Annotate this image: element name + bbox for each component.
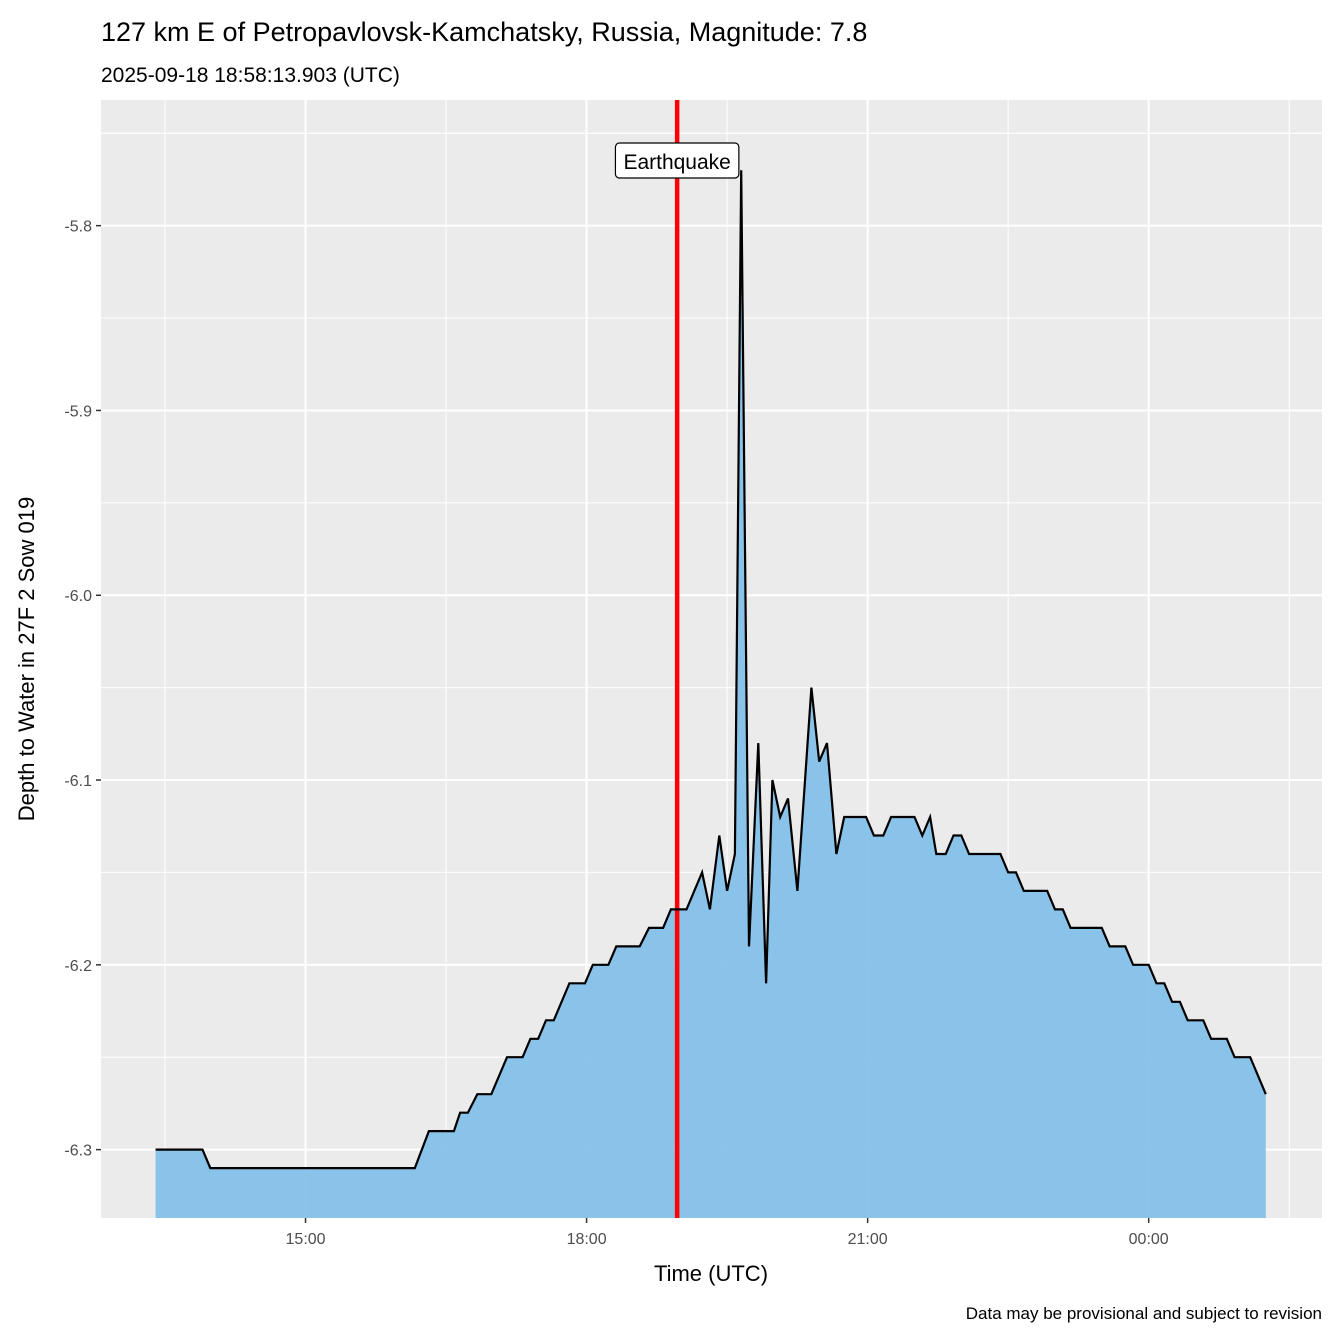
earthquake-label-box (614, 142, 740, 179)
caption: Data may be provisional and subject to r… (966, 1304, 1322, 1323)
series-line (155, 170, 1267, 1170)
y-tick-label: -6.0 (64, 588, 92, 605)
y-tick-label: -6.1 (64, 773, 92, 790)
y-tick-label: -6.3 (64, 1143, 92, 1160)
y-tick-label: -6.2 (64, 958, 92, 975)
earthquake-label-text: Earthquake (623, 151, 730, 174)
x-tick-label: 00:00 (1129, 1231, 1169, 1248)
x-tick-label: 18:00 (567, 1231, 607, 1248)
y-tick-label: -5.8 (64, 219, 92, 236)
area-fill (155, 170, 1266, 1219)
chart-subtitle: 2025-09-18 18:58:13.903 (UTC) (101, 64, 400, 87)
x-axis-label: Time (UTC) (654, 1261, 768, 1286)
earthquake-label: Earthquake (614, 142, 740, 179)
y-axis-label: Depth to Water in 27F 2 Sow 019 (14, 497, 39, 821)
chart-title: 127 km E of Petropavlovsk-Kamchatsky, Ru… (101, 17, 867, 47)
x-tick-label: 21:00 (848, 1231, 888, 1248)
y-tick-label: -5.9 (64, 403, 92, 420)
x-tick-label: 15:00 (286, 1231, 326, 1248)
